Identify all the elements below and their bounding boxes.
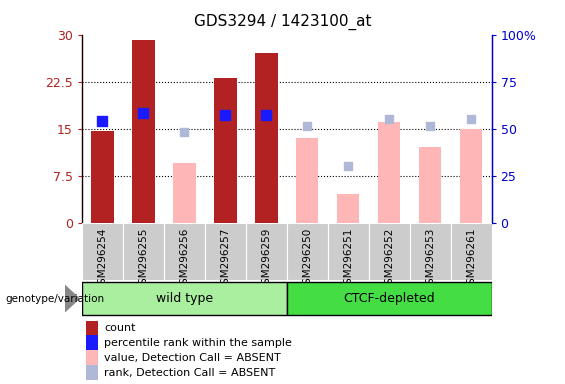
Text: GSM296250: GSM296250 (302, 227, 312, 291)
Bar (337, 195, 359, 223)
Text: GSM296252: GSM296252 (384, 227, 394, 291)
Bar (451, 223, 492, 280)
Point (344, 163, 353, 169)
Bar (86, 350, 98, 365)
Point (98, 118, 107, 124)
Bar (82, 282, 287, 315)
Text: CTCF-depleted: CTCF-depleted (344, 292, 435, 305)
Point (425, 122, 434, 129)
Text: GSM296251: GSM296251 (343, 227, 353, 291)
Bar (328, 223, 369, 280)
Polygon shape (65, 286, 79, 312)
Text: percentile rank within the sample: percentile rank within the sample (105, 338, 292, 348)
Bar (205, 223, 246, 280)
Point (385, 116, 394, 122)
Bar (164, 223, 205, 280)
Point (221, 112, 230, 118)
Text: GSM296255: GSM296255 (138, 227, 149, 291)
Text: rank, Detection Call = ABSENT: rank, Detection Call = ABSENT (105, 368, 276, 378)
Point (139, 110, 148, 116)
Bar (410, 223, 451, 280)
Bar (419, 147, 441, 223)
Text: GSM296254: GSM296254 (97, 227, 107, 291)
Text: wild type: wild type (156, 292, 213, 305)
Bar (287, 282, 492, 315)
Bar (255, 53, 277, 223)
Bar (460, 129, 483, 223)
Bar (369, 223, 410, 280)
Text: GSM296257: GSM296257 (220, 227, 231, 291)
Bar (86, 365, 98, 380)
Bar (214, 78, 237, 223)
Text: GSM296253: GSM296253 (425, 227, 435, 291)
Text: genotype/variation: genotype/variation (6, 293, 105, 304)
Text: value, Detection Call = ABSENT: value, Detection Call = ABSENT (105, 353, 281, 363)
Bar (82, 223, 123, 280)
Text: count: count (105, 323, 136, 333)
Bar (91, 131, 114, 223)
Bar (246, 223, 287, 280)
Text: GSM296256: GSM296256 (179, 227, 189, 291)
Bar (296, 138, 319, 223)
Bar (378, 122, 401, 223)
Bar (173, 163, 195, 223)
Text: GSM296259: GSM296259 (261, 227, 271, 291)
Point (467, 116, 476, 122)
Text: GSM296261: GSM296261 (466, 227, 476, 291)
Point (303, 122, 312, 129)
Bar (86, 335, 98, 350)
Point (262, 112, 271, 118)
Point (180, 129, 189, 135)
Bar (287, 223, 328, 280)
Text: GDS3294 / 1423100_at: GDS3294 / 1423100_at (194, 13, 371, 30)
Bar (123, 223, 164, 280)
Bar (86, 320, 98, 335)
Bar (132, 40, 155, 223)
